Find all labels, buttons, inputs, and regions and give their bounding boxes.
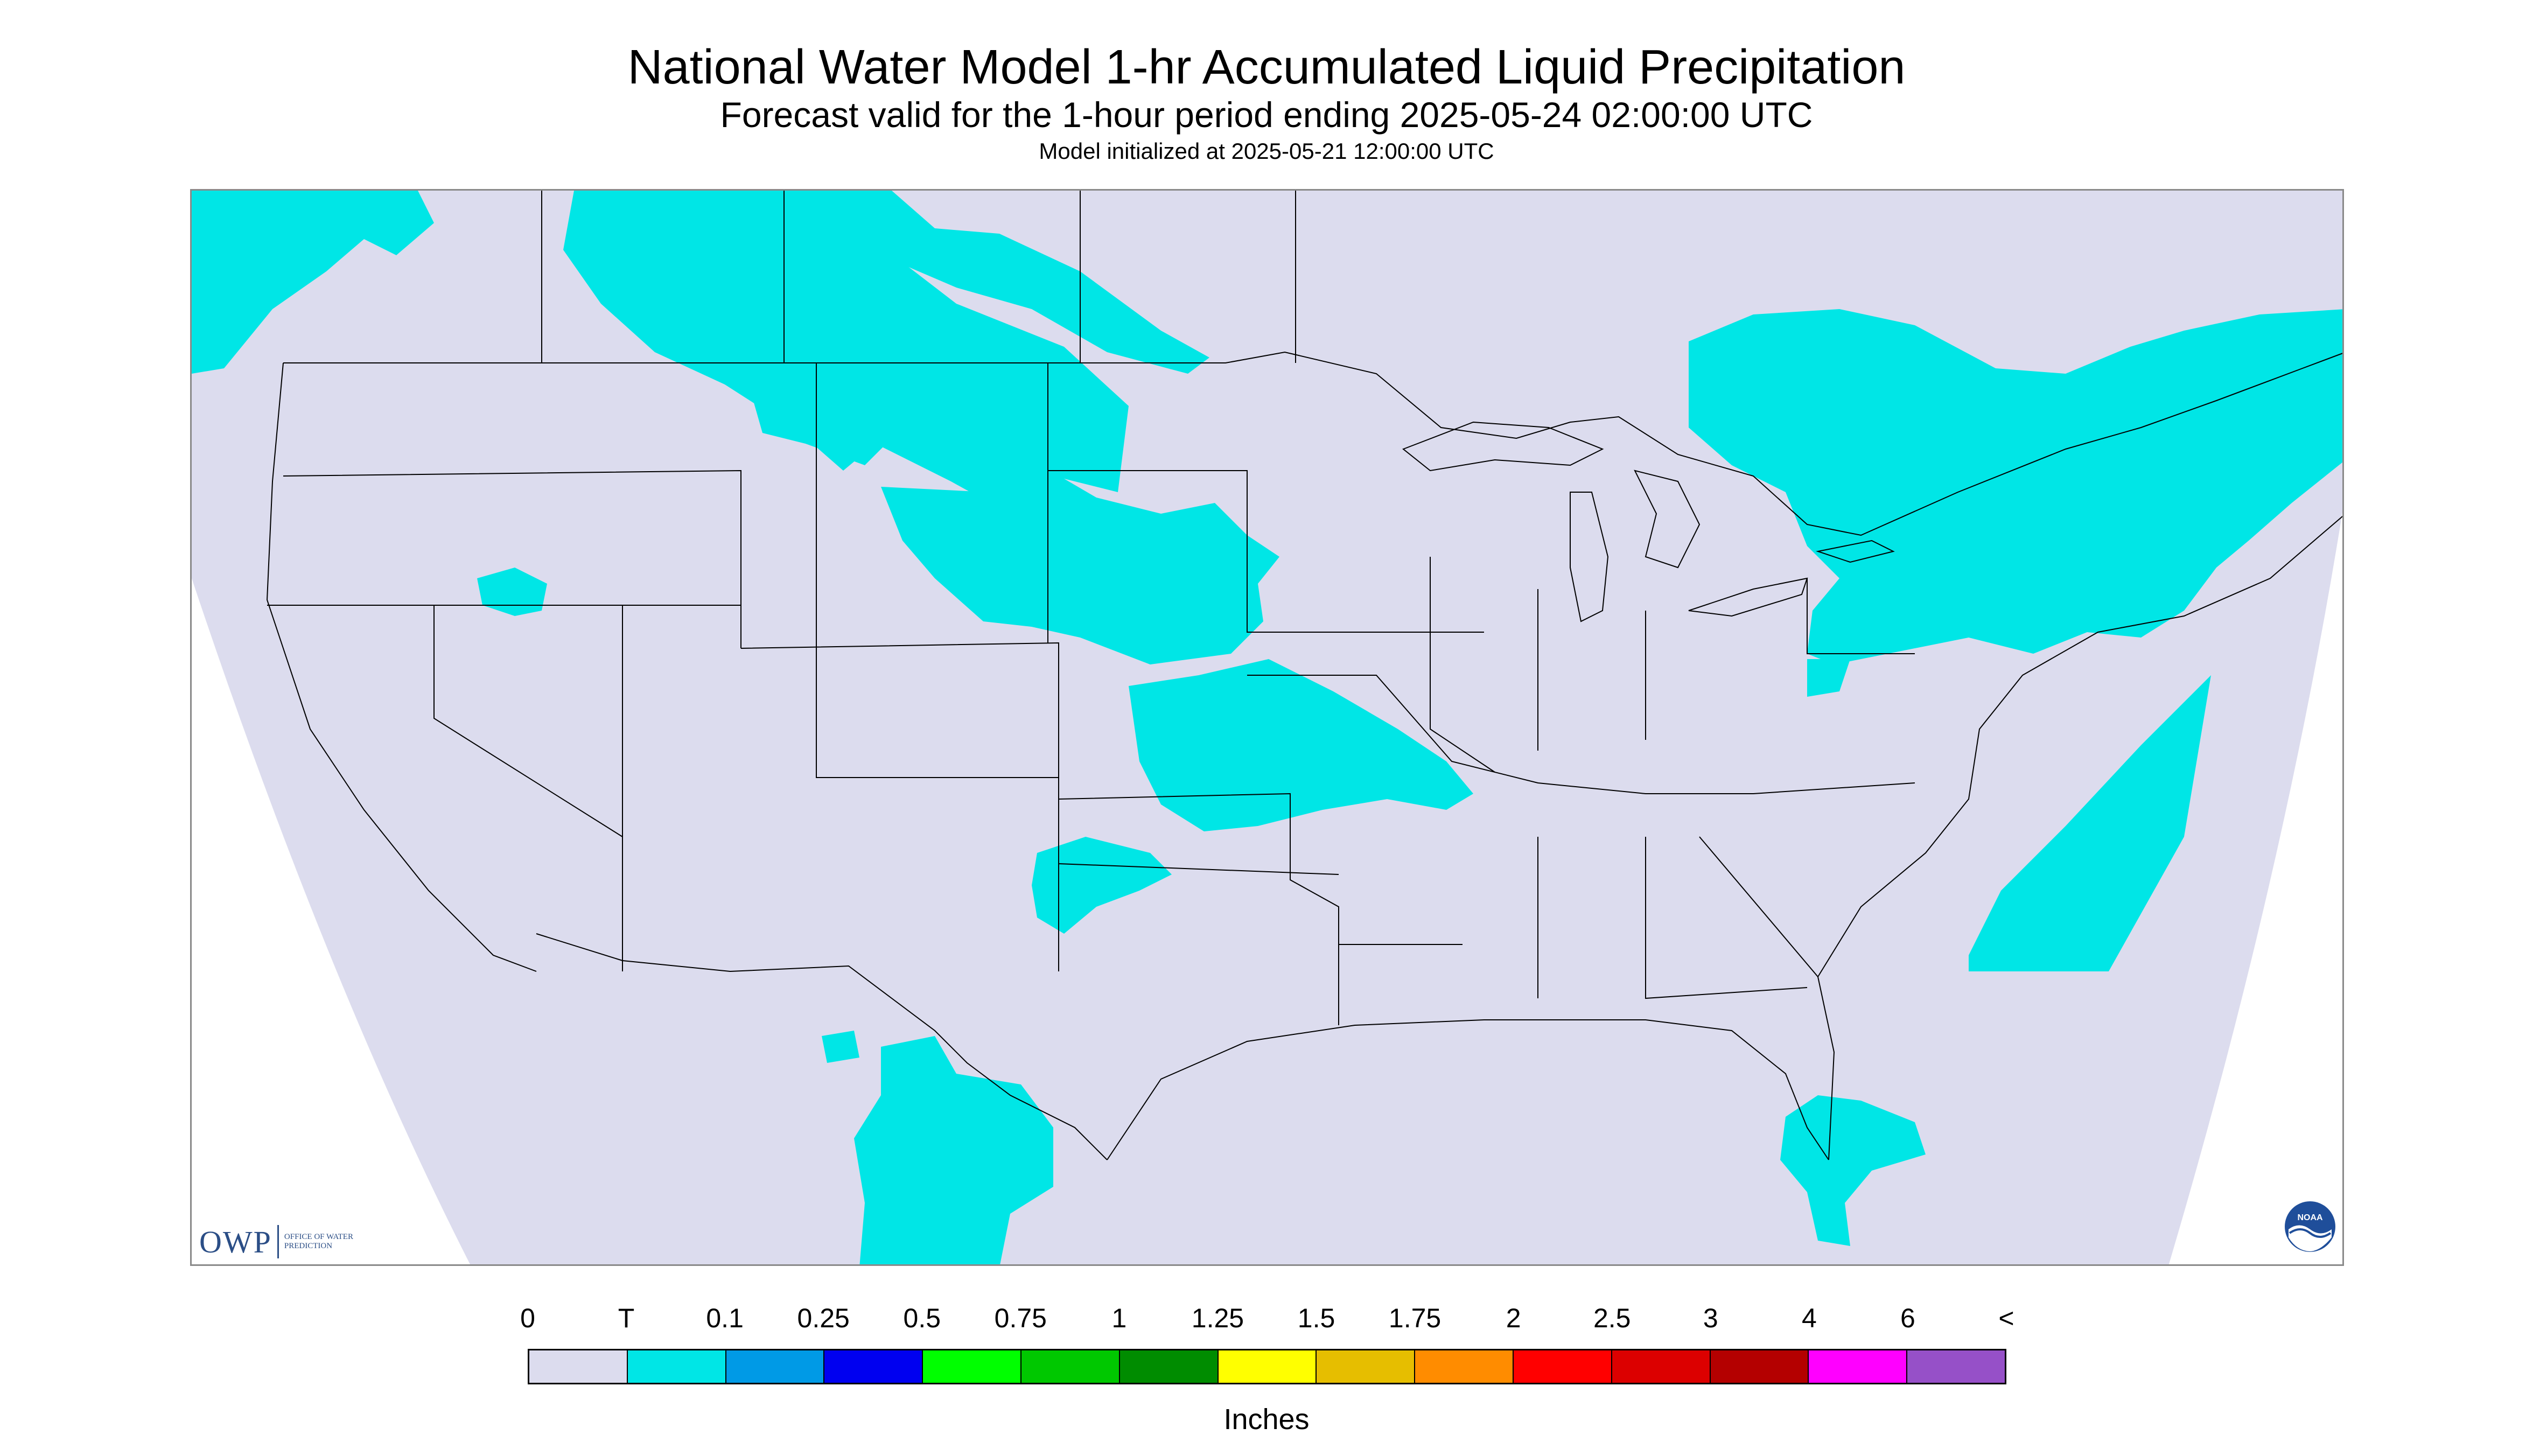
lake-ontario — [1816, 540, 1895, 563]
legend-tick-label: T — [618, 1303, 635, 1333]
legend-color-bar — [528, 1349, 2006, 1384]
noaa-logo-text: NOAA — [2297, 1213, 2323, 1222]
precip-area-mexico-small — [822, 1031, 859, 1063]
state-line-16 — [1430, 557, 1495, 773]
noaa-logo: NOAA — [2285, 1201, 2335, 1252]
precip-area-ohio-small — [1807, 659, 1850, 697]
legend-tick-label: 0.25 — [797, 1303, 850, 1333]
owp-logo: OWP OFFICE OF WATER PREDICTION — [199, 1220, 370, 1263]
legend-tick-label: 1.5 — [1297, 1303, 1335, 1333]
owp-logo-divider — [277, 1225, 279, 1258]
precip-area-atlantic — [1969, 675, 2211, 971]
legend-swatch — [1415, 1350, 1514, 1383]
lake-michigan — [1570, 492, 1609, 622]
state-line-12 — [1058, 799, 1339, 875]
legend-swatch — [726, 1350, 825, 1383]
precip-area-florida — [1780, 1095, 1926, 1246]
legend-swatch — [1317, 1350, 1416, 1383]
legend-swatch — [1513, 1350, 1612, 1383]
owp-logo-text: OWP — [199, 1224, 272, 1259]
legend-tick-label: 2 — [1506, 1303, 1521, 1333]
legend-swatch — [1907, 1350, 2005, 1383]
us-canada-border — [283, 351, 2342, 536]
gulf-coast — [1107, 1019, 1829, 1160]
legend-tick-label: 1 — [1111, 1303, 1127, 1333]
precip-area-oklahoma — [1032, 837, 1172, 934]
state-line-7 — [433, 605, 623, 837]
precip-area-canada-north — [784, 191, 1209, 374]
state-line-15 — [1247, 675, 1915, 794]
east-coast — [1817, 515, 2342, 1160]
state-line-23 — [1699, 836, 1818, 977]
precipitation-map — [190, 189, 2344, 1266]
state-line-11 — [1058, 793, 1339, 1025]
legend-swatch — [1119, 1350, 1219, 1383]
legend-tick-label: 0.5 — [903, 1303, 941, 1333]
state-line-5 — [283, 470, 741, 648]
us-mexico-border — [536, 933, 1108, 1160]
legend-swatch — [1021, 1350, 1120, 1383]
legend-tick-label: 1.25 — [1191, 1303, 1244, 1333]
legend-tick-label: < — [1998, 1303, 2014, 1333]
precip-area-great-lakes-ne — [1689, 309, 2342, 664]
precip-area-nw-coast — [192, 191, 434, 374]
precip-area-kansas-missouri — [1129, 659, 1473, 831]
state-line-22 — [1807, 578, 1915, 654]
great-lakes — [1402, 421, 1895, 622]
precip-area-plains — [881, 460, 1279, 664]
chart-subtitle: Forecast valid for the 1-hour period end… — [720, 95, 1813, 135]
model-init-text: Model initialized at 2025-05-21 12:00:00… — [1039, 138, 1494, 164]
legend-units-label: Inches — [1223, 1403, 1310, 1436]
lake-huron — [1634, 470, 1701, 569]
legend-swatch — [1218, 1350, 1317, 1383]
legend-swatch — [627, 1350, 726, 1383]
legend-tick-label: 0.1 — [706, 1303, 744, 1333]
chart-title: National Water Model 1-hr Accumulated Li… — [627, 40, 1906, 94]
legend-tick-label: 3 — [1703, 1303, 1718, 1333]
precip-area-mexico — [854, 1036, 1053, 1264]
state-boundaries — [266, 191, 2342, 1160]
precip-trace-areas — [192, 191, 2342, 1264]
legend-tick-label: 2.5 — [1593, 1303, 1631, 1333]
precip-area-montana — [752, 390, 892, 465]
state-line-14 — [1048, 470, 1484, 633]
precip-area-canada-west — [563, 191, 1129, 508]
legend-tick-label: 6 — [1900, 1303, 1915, 1333]
legend-swatch — [923, 1350, 1021, 1383]
legend-swatch — [529, 1350, 628, 1383]
legend-swatch — [1612, 1350, 1711, 1383]
state-line-20 — [1645, 837, 1808, 999]
legend-swatch — [1710, 1350, 1809, 1383]
lake-erie — [1688, 577, 1808, 617]
legend-tick-label: 0 — [520, 1303, 535, 1333]
legend-tick-label: 0.75 — [994, 1303, 1047, 1333]
legend-swatch — [1809, 1350, 1908, 1383]
legend-tick-label: 4 — [1801, 1303, 1817, 1333]
west-coast — [266, 362, 537, 972]
state-line-10 — [816, 363, 1059, 778]
lake-superior — [1402, 421, 1604, 472]
legend-tick-labels: 0 T 0.1 0.25 0.5 0.75 1 1.25 1.5 1.75 2 2.5 3 4 6 < — [0, 1302, 2533, 1340]
legend-swatch — [824, 1350, 923, 1383]
legend-tick-label: 1.75 — [1388, 1303, 1442, 1333]
precip-area-small-pacnw — [477, 568, 547, 616]
owp-logo-office-text: OFFICE OF WATER PREDICTION — [284, 1233, 353, 1250]
